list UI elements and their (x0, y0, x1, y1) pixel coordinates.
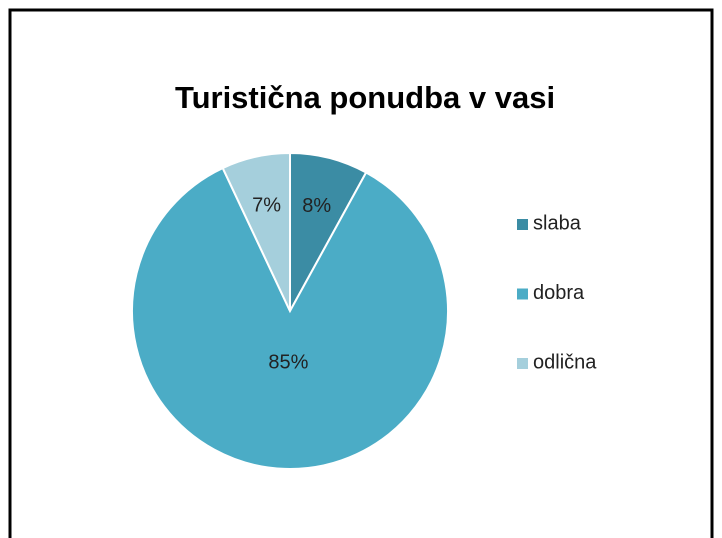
legend-swatch (517, 288, 528, 300)
pie-slice (131, 166, 449, 470)
chart-title: Turistična ponudba v vasi (175, 80, 555, 115)
data-label: 7% (252, 194, 281, 216)
legend-swatch (517, 219, 528, 230)
data-label: 85% (268, 351, 308, 373)
legend-label: dobra (533, 282, 585, 304)
frame (8, 8, 714, 538)
legend-label: slaba (533, 212, 582, 234)
pie-slice (221, 151, 291, 312)
data-label: 8% (302, 195, 331, 217)
legend-label: odlična (533, 351, 597, 373)
legend-swatch (517, 358, 528, 369)
